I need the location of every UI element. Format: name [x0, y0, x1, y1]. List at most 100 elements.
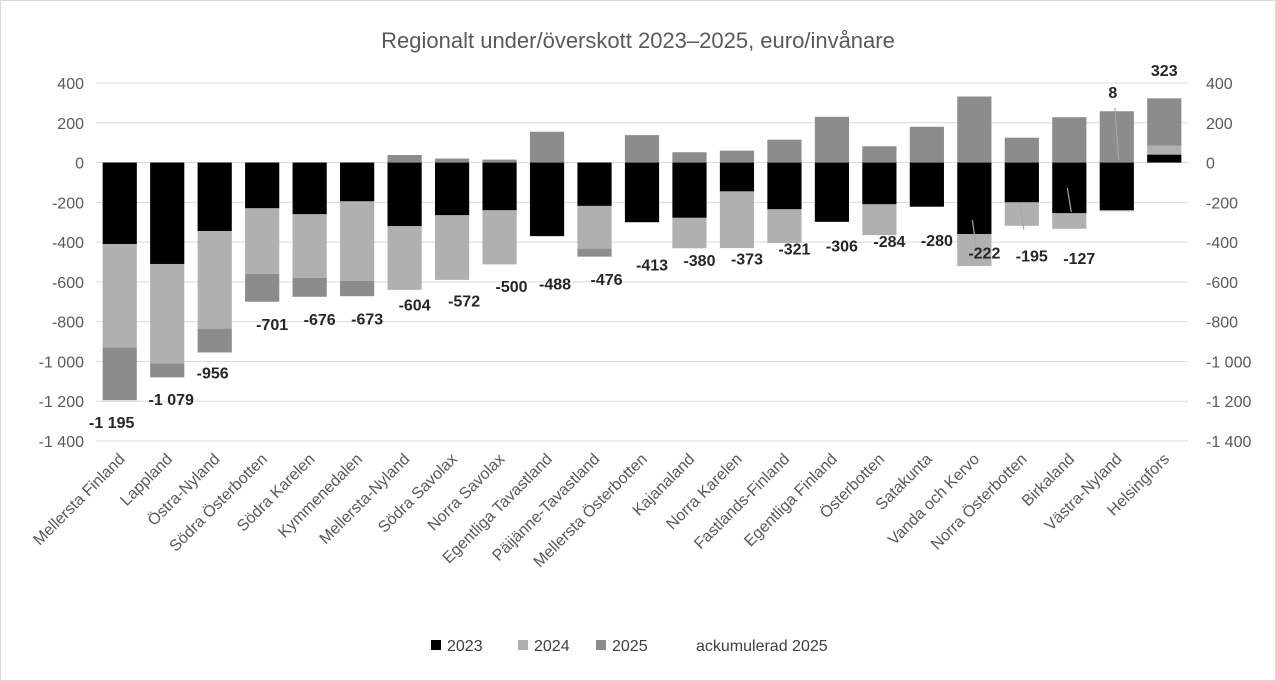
y-tick-label-left: -600 — [52, 275, 84, 292]
data-label: 8 — [1108, 85, 1117, 102]
y-tick-label-left: 200 — [57, 116, 84, 133]
bar-segment-2025positiv — [482, 159, 517, 163]
y-tick-label-right: -400 — [1206, 235, 1238, 252]
data-label: -306 — [826, 238, 858, 255]
bar-segment-2024 — [387, 226, 422, 290]
bar-segment-2023 — [340, 162, 375, 202]
data-label: -284 — [873, 234, 905, 251]
x-axis: Mellersta FinlandLapplandÖstra-NylandSöd… — [30, 450, 1173, 571]
bar-segment-2023 — [624, 162, 660, 223]
y-tick-label-right: 400 — [1206, 76, 1233, 93]
bar-segment-2023 — [862, 162, 897, 205]
y-tick-label-left: -1 000 — [39, 354, 84, 371]
bar-segment-2023 — [434, 162, 470, 216]
bar-segment-2024 — [1147, 145, 1182, 155]
legend-swatch — [596, 640, 606, 650]
bar-segment-2025positiv — [387, 154, 422, 163]
y-tick-label-right: 0 — [1206, 156, 1215, 173]
bar-segment-2024 — [434, 215, 470, 280]
y-tick-label-right: 200 — [1206, 116, 1233, 133]
data-label: -380 — [683, 253, 715, 270]
data-label: -321 — [778, 241, 810, 258]
bar-segment-2023 — [150, 162, 185, 264]
bar-segment-2024 — [102, 244, 137, 348]
data-label: -676 — [304, 312, 336, 329]
legend-swatch — [518, 640, 528, 650]
data-label: -500 — [496, 279, 528, 296]
y-tick-label-left: 0 — [75, 156, 84, 173]
y-tick-label-right: -1 000 — [1206, 354, 1251, 371]
data-label: -673 — [351, 311, 383, 328]
bar-segment-2025positiv — [767, 139, 802, 163]
bar-segment-2023 — [387, 162, 422, 227]
bar-segment-2025positiv — [434, 158, 470, 163]
y-tick-label-right: -800 — [1206, 315, 1238, 332]
bar-segment-2023 — [529, 162, 565, 237]
bar-segment-2025positiv — [529, 131, 565, 163]
leader-line — [1019, 202, 1025, 231]
legend-label: 2024 — [534, 638, 570, 655]
bar-segment-2024 — [197, 231, 232, 329]
data-label: -1 079 — [149, 392, 194, 409]
bar-segment-2023 — [102, 162, 137, 245]
bar-segment-2025 — [292, 277, 327, 297]
category-label: Mellersta-Nyland — [317, 451, 414, 548]
bar-segment-2024 — [957, 234, 992, 266]
legend-label: 2025 — [612, 638, 648, 655]
bar-segment-2025positiv — [1147, 98, 1182, 146]
data-label: -195 — [1016, 248, 1048, 265]
data-label: -413 — [636, 258, 668, 275]
data-label: -956 — [197, 366, 229, 383]
bar-segment-2023 — [482, 162, 517, 211]
category-label: Mellersta Finland — [30, 451, 128, 549]
leader-line — [971, 219, 977, 249]
bar-segment-2025positiv — [909, 126, 944, 163]
leader-line — [1066, 187, 1072, 213]
bar-segment-2025positiv — [957, 96, 992, 163]
bar-segment-2024 — [719, 191, 755, 249]
bar-segment-2025 — [577, 248, 612, 257]
chart-title: Regionalt under/överskott 2023–2025, eur… — [381, 28, 895, 53]
leader-lines — [971, 107, 1120, 249]
data-label: -476 — [591, 272, 623, 289]
bar-segment-2023 — [814, 162, 850, 222]
y-axis-right: 400 200 0 -200 -400 -600 -800 -1 000 -1 200 -1 40… — [1206, 76, 1251, 451]
bar-segment-2024 — [672, 217, 707, 249]
bar-segment-2023 — [1052, 162, 1087, 214]
bar-segment-2024 — [340, 201, 375, 281]
data-label: -280 — [921, 233, 953, 250]
bar-segment-2024 — [1099, 210, 1134, 212]
y-tick-label-left: -200 — [52, 195, 84, 212]
bar-segment-2023 — [957, 162, 992, 235]
data-label: -488 — [539, 277, 571, 294]
bar-segment-2023 — [245, 162, 280, 209]
bar-segment-2023 — [1099, 162, 1134, 211]
leader-line — [1114, 107, 1120, 161]
data-label: -373 — [731, 252, 763, 269]
y-tick-label-left: -1 400 — [39, 434, 84, 451]
data-labels: -1 195 -1 079-956 -701 -676 -673 -604 -572 -500… — [89, 63, 1178, 432]
y-tick-label-left: -400 — [52, 235, 84, 252]
bar-segment-2023 — [672, 162, 707, 218]
category-label: Kymmenedalen — [275, 451, 366, 542]
bar-segment-2023 — [719, 162, 755, 192]
legend: 2023 2024 2025 ackumulerad 2025 — [431, 638, 828, 655]
bar-segment-2025positiv — [1004, 137, 1039, 163]
bar-segment-2024 — [245, 208, 280, 274]
bar-segment-2023 — [577, 162, 612, 206]
bar-segment-2025 — [150, 363, 185, 378]
bar-segment-2023 — [292, 162, 327, 215]
gridlines — [96, 82, 1188, 442]
bar-segment-2023 — [1147, 154, 1182, 163]
bar-segment-2025 — [245, 273, 280, 302]
legend-label: ackumulerad 2025 — [696, 638, 828, 655]
bar-segment-2025 — [102, 347, 137, 401]
bars — [102, 96, 1182, 401]
bar-segment-2024 — [577, 205, 612, 249]
bar-segment-2023 — [197, 162, 232, 232]
data-label: -701 — [256, 317, 288, 334]
y-tick-label-right: -1 200 — [1206, 394, 1251, 411]
bar-segment-2025positiv — [862, 146, 897, 163]
bar-segment-2024 — [292, 214, 327, 278]
